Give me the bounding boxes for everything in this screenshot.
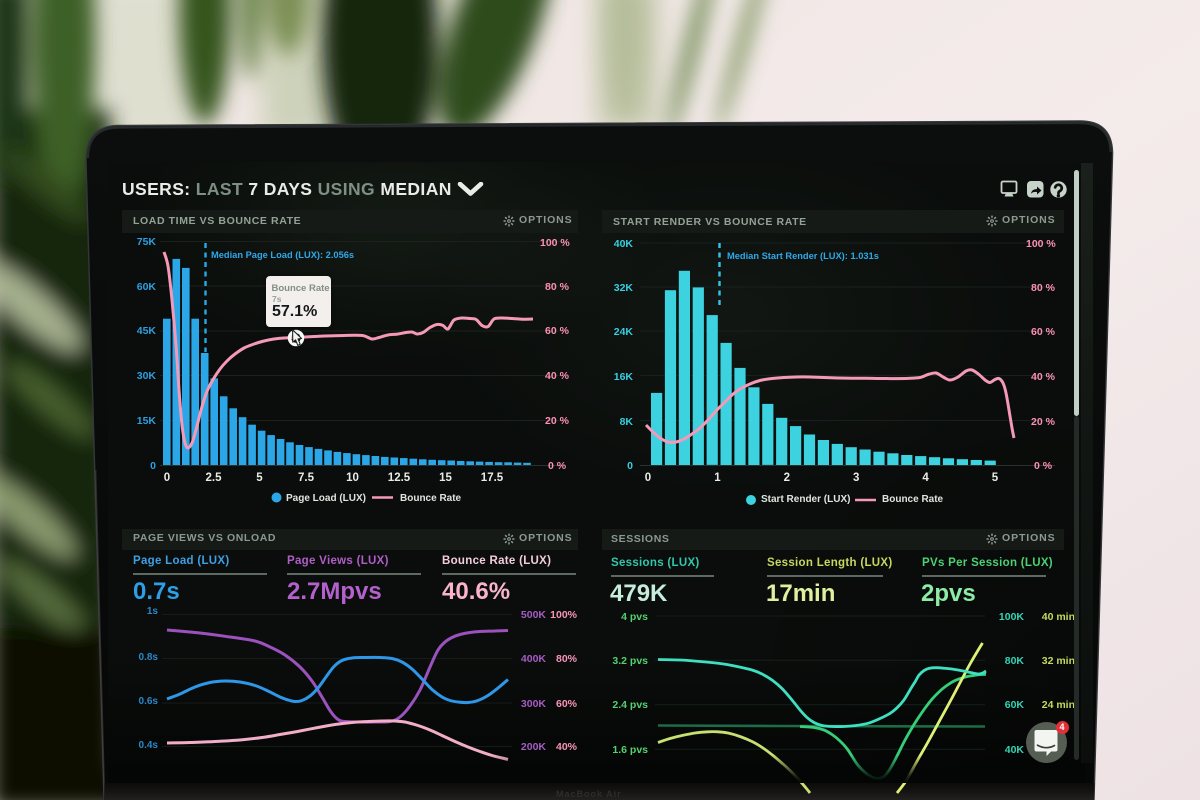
svg-text:75K: 75K — [137, 236, 157, 248]
svg-text:15K: 15K — [137, 415, 157, 427]
svg-text:20 %: 20 % — [545, 415, 570, 427]
svg-text:40K: 40K — [614, 238, 634, 250]
svg-text:200K: 200K — [521, 741, 547, 753]
svg-text:40 %: 40 % — [545, 370, 570, 382]
svg-text:500K: 500K — [521, 609, 547, 621]
svg-text:60K: 60K — [1005, 699, 1025, 711]
svg-text:0: 0 — [150, 460, 156, 472]
svg-text:80 %: 80 % — [545, 281, 570, 293]
svg-text:45K: 45K — [137, 325, 157, 337]
svg-text:4 pvs: 4 pvs — [621, 611, 648, 623]
svg-text:7.5: 7.5 — [298, 472, 315, 484]
svg-text:32K: 32K — [614, 282, 634, 294]
svg-text:0: 0 — [164, 472, 170, 484]
svg-text:100%: 100% — [550, 609, 578, 621]
svg-text:2.5: 2.5 — [206, 472, 223, 484]
svg-text:3.2 pvs: 3.2 pvs — [612, 655, 648, 667]
svg-text:80 %: 80 % — [1031, 282, 1056, 294]
svg-text:0: 0 — [627, 460, 633, 472]
svg-text:100 %: 100 % — [1026, 238, 1056, 250]
svg-text:40 %: 40 % — [1031, 371, 1056, 383]
svg-text:3: 3 — [853, 472, 859, 484]
svg-text:0.6s: 0.6s — [139, 696, 159, 707]
svg-text:5: 5 — [256, 472, 263, 484]
svg-text:5: 5 — [992, 472, 999, 484]
svg-text:10: 10 — [346, 472, 359, 484]
svg-text:2: 2 — [784, 472, 790, 484]
svg-text:60%: 60% — [556, 698, 578, 710]
svg-text:17.5: 17.5 — [481, 472, 504, 484]
svg-text:100K: 100K — [999, 611, 1025, 623]
svg-text:400K: 400K — [521, 653, 547, 665]
svg-text:60 %: 60 % — [1031, 326, 1056, 338]
svg-text:1s: 1s — [147, 606, 159, 617]
svg-text:0.8s: 0.8s — [139, 652, 159, 663]
svg-text:300K: 300K — [521, 698, 547, 710]
svg-text:24K: 24K — [614, 326, 634, 338]
svg-text:1.6 pvs: 1.6 pvs — [612, 744, 648, 756]
svg-text:15: 15 — [439, 472, 452, 484]
svg-text:60K: 60K — [137, 281, 157, 293]
svg-text:Median Start Render (LUX): 1.0: Median Start Render (LUX): 1.031s — [727, 251, 879, 261]
svg-text:32 min: 32 min — [1042, 655, 1075, 667]
svg-text:0.4s: 0.4s — [139, 740, 159, 751]
svg-text:16K: 16K — [614, 371, 634, 383]
svg-text:30K: 30K — [137, 370, 157, 382]
svg-text:20 %: 20 % — [1031, 416, 1056, 428]
svg-text:1: 1 — [714, 472, 721, 484]
svg-text:0 %: 0 % — [548, 460, 567, 472]
svg-text:0: 0 — [645, 472, 651, 484]
svg-text:40K: 40K — [1005, 744, 1025, 756]
svg-text:24 min: 24 min — [1042, 699, 1075, 711]
svg-text:80%: 80% — [556, 653, 578, 665]
svg-text:80K: 80K — [1005, 655, 1025, 667]
svg-text:40%: 40% — [556, 741, 578, 753]
svg-text:0 %: 0 % — [1034, 460, 1053, 472]
svg-text:100 %: 100 % — [540, 237, 570, 249]
svg-text:60 %: 60 % — [545, 325, 570, 337]
svg-text:2.4 pvs: 2.4 pvs — [612, 699, 648, 711]
svg-text:Median Page Load (LUX): 2.056s: Median Page Load (LUX): 2.056s — [211, 250, 354, 260]
svg-text:8K: 8K — [620, 416, 634, 428]
svg-text:12.5: 12.5 — [388, 472, 411, 484]
svg-text:40 min: 40 min — [1042, 611, 1075, 623]
svg-text:4: 4 — [922, 472, 929, 484]
